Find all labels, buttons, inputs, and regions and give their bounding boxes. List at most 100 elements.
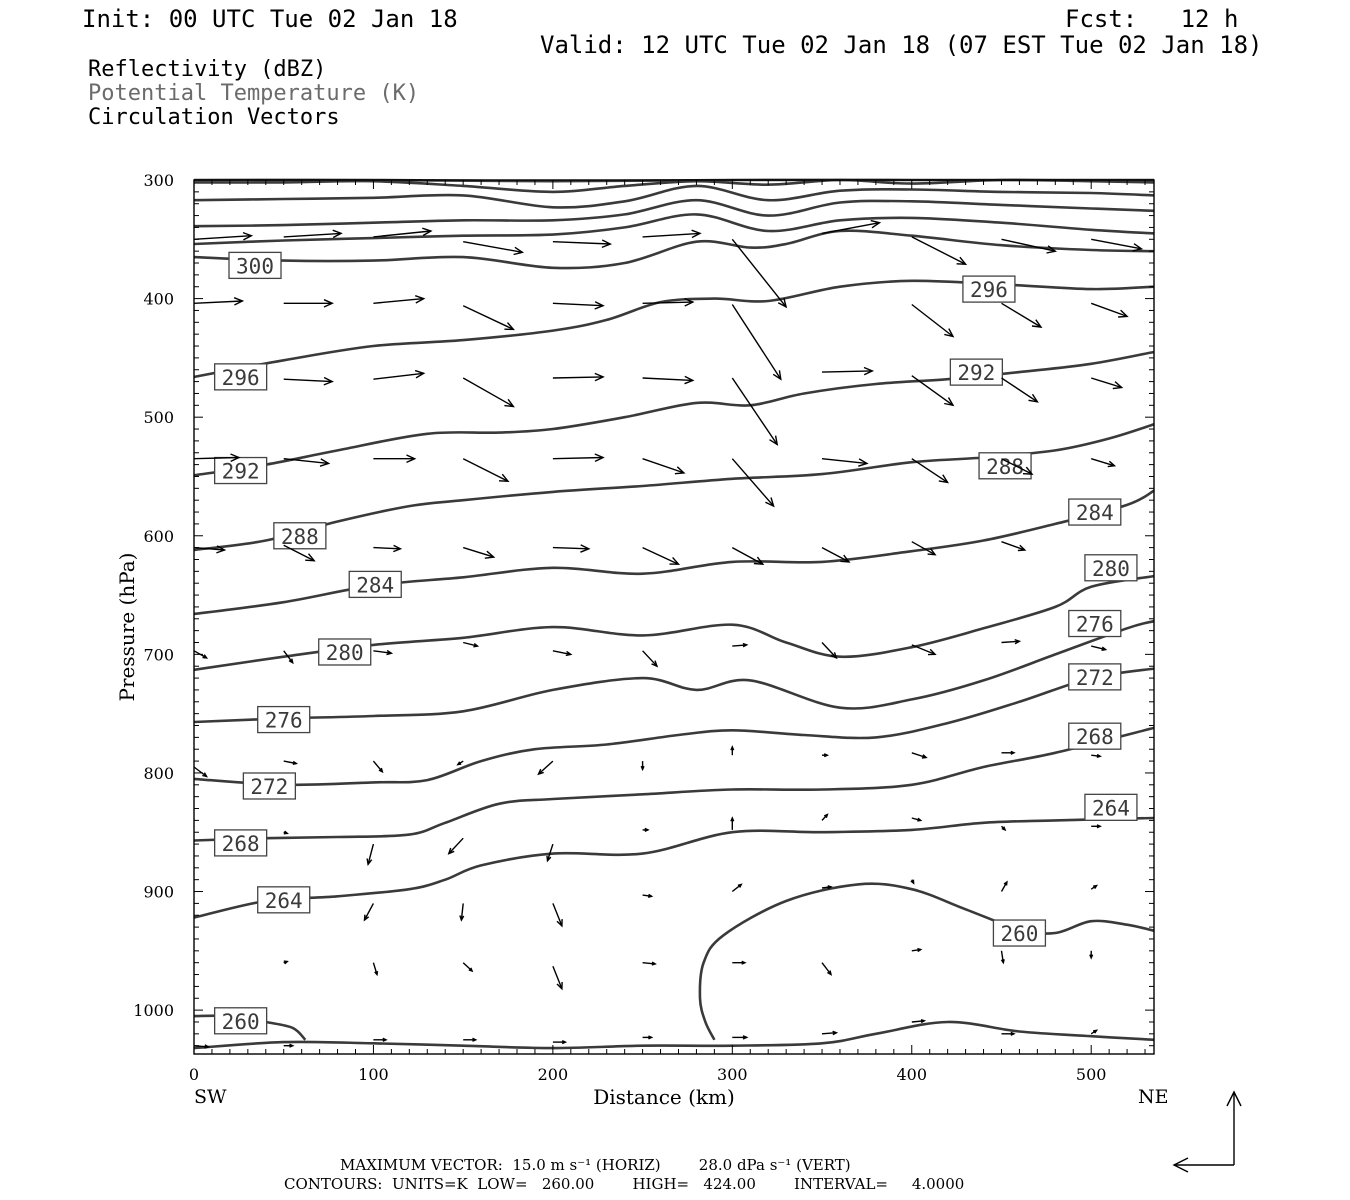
contour-label-text: 264 — [265, 889, 303, 913]
valid-time: Valid: 12 UTC Tue 02 Jan 18 (07 EST Tue … — [540, 31, 1263, 59]
vector-head — [870, 219, 882, 229]
vector-head — [938, 474, 950, 484]
vector-shaft — [821, 370, 873, 373]
circulation-vector — [1001, 1031, 1016, 1036]
vector-head — [422, 227, 433, 237]
vector-head — [414, 369, 426, 379]
vector-head — [537, 768, 544, 776]
contour-label-box — [1068, 663, 1122, 691]
vector-shaft — [367, 843, 375, 865]
vector-head — [1132, 243, 1144, 252]
vector-shaft — [731, 377, 778, 445]
vector-shaft — [546, 843, 554, 861]
circulation-vector — [193, 545, 227, 554]
circulation-vector — [373, 295, 426, 304]
vector-head — [1028, 393, 1039, 403]
circulation-vector — [731, 546, 765, 566]
vector-shaft — [1090, 302, 1128, 318]
vector-head — [202, 772, 208, 778]
vector-shaft — [821, 642, 837, 659]
vector-shaft — [1001, 458, 1033, 475]
circulation-vector — [642, 827, 650, 832]
vector-head — [456, 761, 462, 766]
vector-shaft — [463, 641, 478, 647]
vector-head — [730, 745, 735, 751]
vector-shaft — [911, 458, 948, 483]
vector-shaft — [642, 458, 685, 474]
vector-head — [202, 654, 209, 659]
vector-shaft — [373, 372, 424, 380]
vector-head — [473, 642, 480, 648]
vector-head — [863, 366, 875, 376]
vector-shaft — [552, 965, 563, 990]
vector-shaft — [821, 1032, 837, 1035]
circulation-vector — [821, 885, 833, 890]
vector-head — [1003, 880, 1008, 886]
vector-head — [323, 376, 334, 386]
circulation-vector — [283, 760, 298, 765]
vector-shaft — [373, 650, 392, 654]
circulation-vector — [193, 297, 245, 306]
circulation-vector — [1001, 302, 1043, 328]
contour-label-text: 284 — [1076, 501, 1114, 525]
vector-shaft — [462, 377, 514, 408]
vector-head — [858, 458, 869, 467]
circulation-vector — [193, 453, 241, 463]
x-tick-label: 0 — [189, 1065, 199, 1084]
contour-label-276: 276 — [257, 705, 311, 734]
circulation-vector — [463, 241, 525, 256]
vector-shaft — [1001, 377, 1038, 403]
circulation-vector — [911, 303, 955, 338]
vector-head — [472, 1037, 478, 1042]
vector-shaft — [193, 546, 225, 551]
vector-head — [374, 970, 379, 977]
vector-head — [753, 556, 765, 566]
vector-shaft — [552, 650, 571, 656]
theta-contour-304 — [193, 213, 1155, 246]
circulation-vector — [283, 458, 331, 467]
vector-shaft — [193, 235, 252, 240]
vector-head — [386, 649, 394, 656]
contour-label-296: 296 — [214, 363, 268, 391]
vertical-reference-arrowhead — [1226, 1090, 1242, 1107]
circulation-vector — [1090, 458, 1117, 468]
circulation-vector — [642, 546, 681, 565]
vector-shaft — [911, 752, 927, 759]
legend-potential-temperature: Potential Temperature (K) — [88, 81, 420, 106]
plot-frame — [193, 179, 1155, 1055]
contour-label-288: 288 — [273, 522, 327, 550]
vector-shaft — [538, 760, 554, 775]
circulation-vector — [821, 962, 833, 976]
circulation-vector — [1090, 1029, 1099, 1035]
circulation-vector — [911, 236, 968, 265]
vector-shaft — [283, 650, 294, 664]
vector-head — [742, 1035, 749, 1040]
circulation-vector — [821, 546, 851, 563]
circulation-vector — [283, 299, 334, 308]
vector-shaft — [642, 301, 693, 304]
circulation-vector — [363, 903, 375, 922]
vector-shaft — [642, 962, 656, 965]
circulation-vector — [283, 229, 343, 239]
vector-head — [769, 435, 779, 446]
theta-contour-276 — [193, 619, 1155, 724]
theta-contour-308 — [193, 198, 1155, 228]
y-tick-label: 700 — [143, 645, 174, 664]
contour-label-292: 292 — [214, 456, 268, 485]
contour-label-box — [348, 570, 402, 599]
vector-head — [1112, 381, 1124, 390]
contour-label-text: 296 — [970, 278, 1008, 302]
vector-head — [1096, 753, 1102, 758]
vector-head — [921, 754, 928, 759]
plot-axes: 0 100 200 300 400 500 300 400 500 600 700 800 900 100… — [115, 171, 1155, 1109]
vector-head — [730, 816, 735, 822]
vector-shaft — [373, 230, 431, 238]
vector-shaft — [1000, 881, 1008, 892]
contour-label-box — [257, 705, 311, 734]
circulation-vector — [552, 301, 605, 310]
circulation-vector — [642, 893, 654, 898]
vector-head — [513, 246, 525, 256]
circulation-vector — [642, 650, 659, 668]
vector-head — [917, 947, 923, 953]
